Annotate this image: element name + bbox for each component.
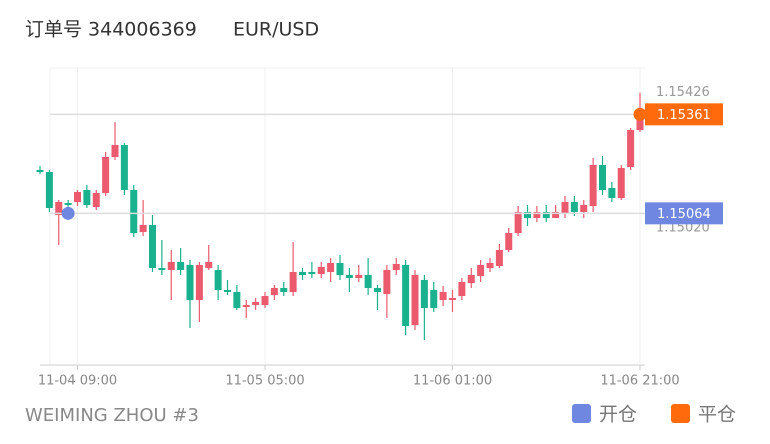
- candle-body: [120, 145, 128, 190]
- candle-body: [299, 272, 306, 275]
- candle-body: [214, 270, 222, 290]
- candle-body: [233, 292, 241, 308]
- marker-label-box: [645, 103, 723, 126]
- x-tick-label: 11-04 09:00: [38, 374, 117, 389]
- candle-body: [392, 264, 400, 270]
- candle-body: [74, 192, 81, 202]
- candle-body: [92, 193, 100, 207]
- candle-body: [580, 205, 588, 212]
- candle-body: [449, 298, 456, 300]
- candle-body: [355, 275, 363, 278]
- candle-body: [486, 263, 494, 268]
- candle-body: [280, 288, 288, 292]
- candle-body: [439, 292, 447, 300]
- legend-label: 平仓: [698, 404, 736, 426]
- chart-subtitle: EUR/USD: [233, 19, 319, 41]
- legend-swatch: [671, 404, 690, 423]
- candle-body: [552, 212, 560, 218]
- candle-body: [327, 263, 335, 272]
- candle-body: [505, 233, 513, 250]
- candle-body: [570, 202, 578, 212]
- candle-body: [514, 212, 522, 233]
- candle-body: [430, 290, 438, 308]
- candle-body: [402, 265, 410, 326]
- candle-body: [383, 270, 391, 294]
- marker-dot: [633, 107, 647, 121]
- candle-body: [589, 165, 597, 206]
- chart-title: 订单号 344006369: [25, 19, 197, 41]
- candle-body: [336, 263, 344, 275]
- candle-body: [111, 145, 119, 157]
- candle-body: [608, 188, 616, 198]
- candle-body: [167, 262, 175, 270]
- candle-body: [374, 288, 381, 292]
- candle-body: [524, 212, 531, 218]
- candle-body: [317, 267, 325, 274]
- x-tick-label: 11-05 05:00: [225, 374, 304, 389]
- candle-body: [252, 302, 260, 305]
- candle-body: [177, 262, 185, 270]
- candle-body: [224, 290, 231, 292]
- candle-body: [636, 114, 644, 130]
- candle-body: [542, 212, 550, 218]
- candle-body: [617, 168, 625, 198]
- candle-body: [55, 202, 63, 215]
- candle-body: [420, 280, 428, 308]
- marker-dot: [61, 206, 75, 220]
- candle-body: [289, 272, 297, 292]
- candle-body: [102, 157, 110, 193]
- candle-body: [561, 202, 569, 213]
- candle-body: [242, 305, 250, 307]
- candle-body: [139, 225, 147, 232]
- candle-body: [345, 275, 353, 278]
- candle-body: [477, 265, 485, 276]
- candle-body: [308, 272, 316, 274]
- candle-body: [45, 172, 53, 208]
- marker-label: 1.15064: [657, 207, 711, 222]
- candle-body: [36, 170, 44, 172]
- legend-swatch: [572, 404, 591, 423]
- candle-body: [261, 296, 269, 305]
- candle-body: [83, 190, 91, 205]
- candle-body: [599, 165, 606, 190]
- candle-body: [364, 275, 372, 288]
- candle-body: [495, 250, 503, 266]
- footer: WEIMING ZHOU #3: [25, 405, 199, 426]
- candle-body: [186, 265, 194, 300]
- x-tick-label: 11-06 01:00: [413, 374, 492, 389]
- candle-body: [205, 262, 213, 268]
- marker-label: 1.15361: [657, 108, 711, 123]
- marker-label-box: [645, 202, 723, 225]
- candle-body: [458, 282, 466, 296]
- candle-body: [270, 288, 278, 295]
- candle-body: [411, 275, 419, 325]
- candle-body: [64, 203, 72, 205]
- candle-body: [158, 268, 166, 270]
- candle-body: [627, 130, 635, 167]
- x-tick-label: 11-06 21:00: [600, 374, 679, 389]
- candle-body: [533, 212, 541, 218]
- legend-label: 开仓: [599, 404, 637, 426]
- candle-body: [149, 225, 156, 268]
- candle-body: [467, 275, 475, 283]
- candle-body: [130, 190, 138, 233]
- y-tick-label: 1.15426: [656, 85, 710, 100]
- candle-body: [195, 265, 203, 300]
